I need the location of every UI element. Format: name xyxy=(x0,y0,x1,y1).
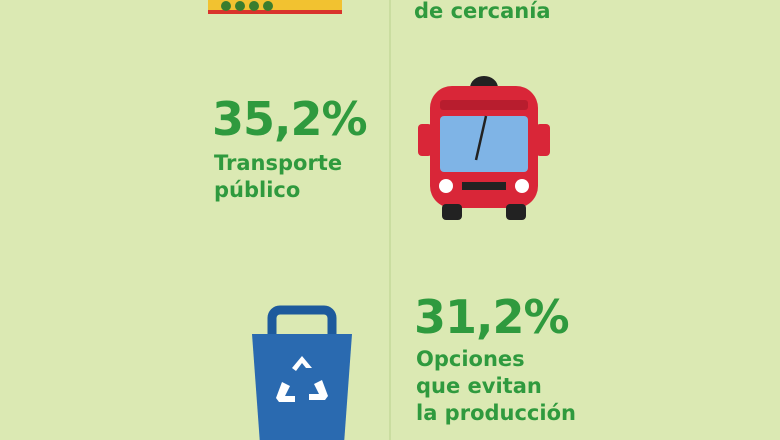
shop-icon xyxy=(208,0,342,14)
label: de cercanía xyxy=(414,0,551,25)
percentage: 31,2% xyxy=(414,290,570,344)
percentage: 35,2% xyxy=(212,92,368,146)
bag-icon xyxy=(252,305,352,440)
bus-icon xyxy=(418,76,550,220)
label-line: Transporte xyxy=(214,151,343,175)
label-line: la producción xyxy=(416,401,576,425)
label-line: público xyxy=(214,178,301,202)
label-line: que evitan xyxy=(416,374,542,398)
label-line: Opciones xyxy=(416,347,525,371)
label: Opciones que evitan la producción xyxy=(416,346,576,427)
label-line: de cercanía xyxy=(414,0,551,23)
label: Transporte público xyxy=(214,150,342,204)
